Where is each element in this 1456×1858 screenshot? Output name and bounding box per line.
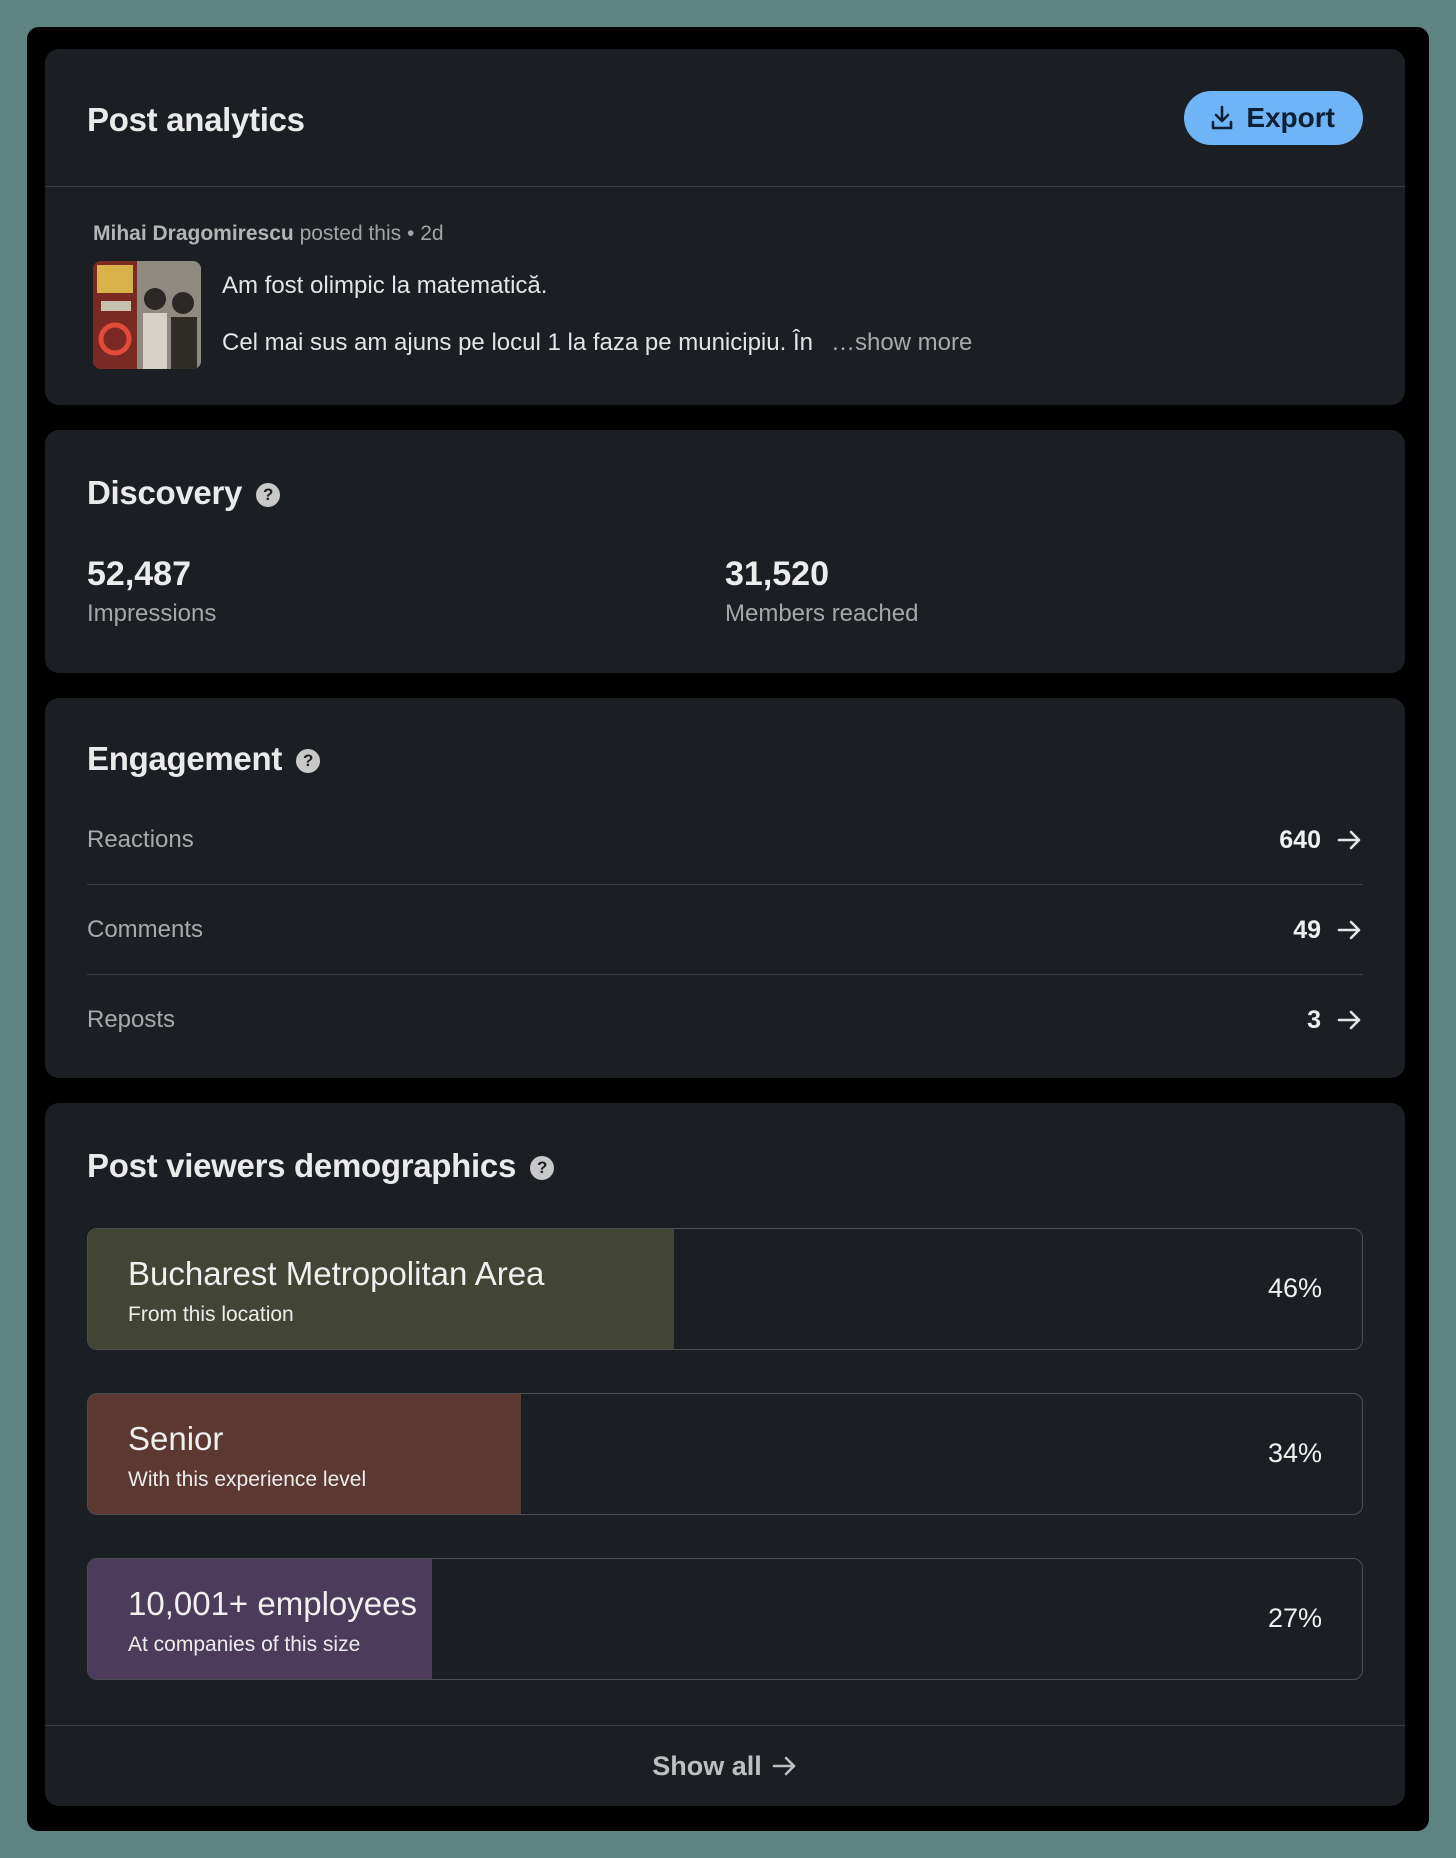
post-text-line2: Cel mai sus am ajuns pe locul 1 la faza … [222,329,972,357]
reposts-count: 3 [1307,1005,1321,1034]
row-divider [87,974,1363,975]
demographic-subtitle: At companies of this size [128,1633,361,1656]
show-more-link[interactable]: …show more [830,329,973,356]
post-analytics-card: Post analytics Export Mihai Dragomirescu… [45,49,1405,405]
post-text-line1: Am fost olimpic la matematică. [222,272,548,299]
impressions-value: 52,487 [87,555,191,593]
show-all-button[interactable]: Show all [45,1726,1405,1806]
discovery-title: Discovery? [87,474,281,512]
post-age: 2d [420,222,444,245]
demographic-name: Senior [128,1420,224,1457]
demographics-card: Post viewers demographics? Bucharest Met… [45,1103,1405,1806]
post-byline: Mihai Dragomirescu posted this • 2d [93,222,444,246]
export-button[interactable]: Export [1184,91,1363,145]
author-name[interactable]: Mihai Dragomirescu [93,222,294,245]
impressions-label: Impressions [87,600,217,627]
demographic-company-size[interactable]: 10,001+ employees At companies of this s… [87,1558,1363,1680]
demographics-title: Post viewers demographics? [87,1147,554,1185]
comments-row[interactable]: Comments 49 [87,885,1363,975]
impressions-metric: 52,487 Impressions [87,555,216,628]
percentage-fill [88,1559,432,1679]
demographic-name: 10,001+ employees [128,1585,417,1622]
members-reached-value: 31,520 [725,555,829,593]
engagement-title: Engagement? [87,740,321,778]
post-thumbnail[interactable] [93,261,201,369]
download-icon [1212,105,1233,130]
demographic-percent: 34% [1267,1438,1322,1468]
demographic-subtitle: With this experience level [128,1468,367,1491]
engagement-title-text: Engagement [87,740,283,777]
reactions-row[interactable]: Reactions 640 [87,795,1363,885]
posted-suffix: posted this [299,222,402,245]
members-reached-label: Members reached [725,600,919,627]
reposts-row[interactable]: Reposts 3 [87,975,1363,1065]
demographic-seniority[interactable]: Senior With this experience level 34% [87,1393,1363,1515]
demographics-title-text: Post viewers demographics [87,1147,516,1184]
demographic-subtitle: From this location [128,1303,294,1326]
footer-divider [45,1725,1405,1726]
percentage-fill [88,1229,675,1349]
export-label: Export [1246,102,1335,133]
question-circle-icon[interactable]: ? [296,749,321,774]
demographic-location[interactable]: Bucharest Metropolitan Area From this lo… [87,1228,1363,1350]
question-circle-icon[interactable]: ? [256,483,281,508]
discovery-card: Discovery? 52,487 Impressions 31,520 Mem… [45,430,1405,673]
discovery-title-text: Discovery [87,474,243,511]
post-text-line2-content: Cel mai sus am ajuns pe locul 1 la faza … [222,329,813,356]
demographic-text: 10,001+ employees At companies of this s… [128,1585,417,1657]
arrow-right-icon [1337,919,1363,941]
arrow-right-icon [1337,1009,1363,1031]
byline-separator: • [407,222,415,245]
demographic-text: Senior With this experience level [128,1420,366,1492]
comments-label: Comments [87,916,204,943]
comments-count: 49 [1293,915,1321,944]
header-divider [45,186,1405,187]
arrow-right-icon [772,1756,796,1776]
demographic-text: Bucharest Metropolitan Area From this lo… [128,1255,544,1327]
demographic-percent: 27% [1267,1603,1322,1633]
reposts-label: Reposts [87,1006,176,1033]
engagement-card: Engagement? Reactions 640 Comments 49 Re… [45,698,1405,1078]
post-photo [93,261,201,369]
members-reached-metric: 31,520 Members reached [725,555,918,628]
show-all-label: Show all [652,1750,762,1781]
reactions-label: Reactions [87,826,194,853]
demographic-name: Bucharest Metropolitan Area [128,1255,545,1292]
demographic-percent: 46% [1267,1273,1322,1303]
percentage-fill [88,1394,522,1514]
question-circle-icon[interactable]: ? [530,1156,554,1181]
page-title: Post analytics [87,101,305,138]
reactions-count: 640 [1279,825,1321,854]
row-divider [87,884,1363,885]
arrow-right-icon [1337,829,1363,851]
